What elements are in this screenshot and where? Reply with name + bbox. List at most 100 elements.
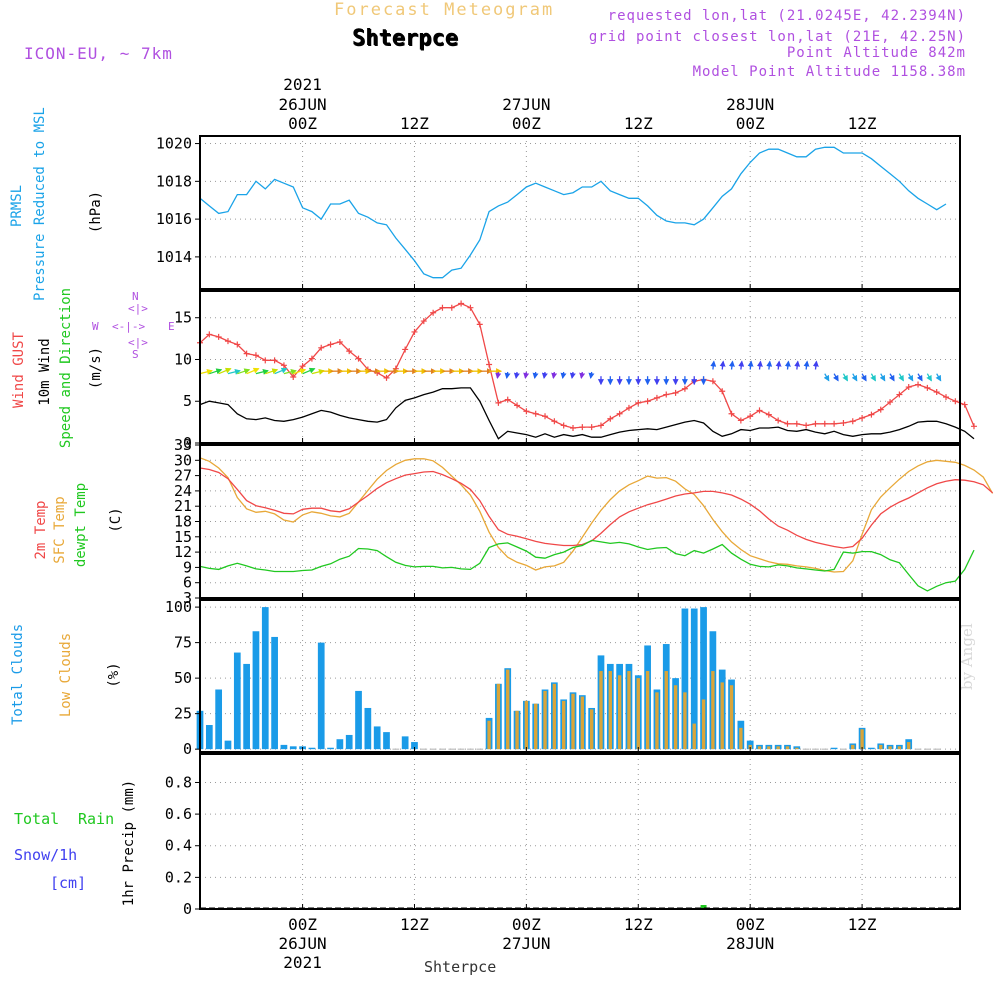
gust-marker [616, 410, 623, 417]
gust-marker [681, 385, 688, 392]
panel-frame [199, 290, 961, 444]
y-tick-label: 0 [183, 434, 192, 452]
low-cloud-bar [617, 675, 622, 750]
footer-location: Shterpce [424, 958, 497, 976]
low-cloud-bar [879, 744, 883, 750]
gust-marker [560, 422, 567, 429]
low-cloud-bar [580, 696, 585, 750]
top-axis-label: 27JUN [502, 95, 550, 114]
top-axis-label: 12Z [624, 114, 653, 133]
low-cloud-bar [562, 700, 566, 750]
total-rain-label-total: Total [14, 810, 60, 828]
wind-direction-arrow [907, 373, 914, 382]
wind-direction-arrow [265, 368, 279, 375]
wind-direction-arrow [293, 368, 307, 375]
top-axis-label: 12Z [400, 114, 429, 133]
total-cloud-bar [345, 734, 353, 750]
y-tick-label: 15 [174, 309, 192, 327]
total-cloud-bar [271, 636, 278, 750]
wind-direction-arrow [255, 368, 269, 375]
y-tick-label: 3 [183, 589, 192, 607]
y-tick-label: 1014 [156, 248, 192, 266]
gust-marker [252, 352, 259, 359]
wind-direction-arrow [302, 367, 316, 375]
wind-direction-arrow [504, 371, 511, 379]
wind-direction-arrow [851, 373, 858, 382]
snow-label: Snow/1h [14, 846, 78, 864]
y-tick-label: 0.6 [165, 805, 192, 823]
y-tick-label: 50 [174, 669, 192, 687]
gust-marker [458, 300, 465, 307]
low-cloud-bar [534, 703, 538, 750]
gust-marker [793, 420, 800, 427]
y-tick-label: 24 [174, 482, 192, 500]
gust-marker [840, 419, 847, 426]
gust-marker [234, 341, 241, 348]
y-tick-label: 5 [183, 392, 192, 410]
gust-marker [952, 398, 959, 405]
top-axis-label: 12Z [848, 114, 877, 133]
low-cloud-bar [599, 671, 603, 750]
gust-marker [625, 404, 632, 411]
panel-frame [199, 753, 961, 910]
y-tick-label: 100 [165, 598, 192, 616]
wind-direction-arrow [283, 368, 297, 375]
low-cloud-bar [543, 690, 547, 750]
y-tick-label: 25 [174, 705, 192, 723]
top-axis-label: 00Z [288, 114, 317, 133]
total-cloud-bar [243, 663, 250, 750]
rain-bar [700, 905, 707, 909]
wind-direction-arrow [246, 367, 260, 375]
total-cloud-bar [224, 740, 232, 750]
gust-marker [290, 374, 297, 381]
gust-marker [728, 410, 735, 417]
gust-marker [672, 389, 679, 396]
pressure-line [199, 146, 947, 279]
wind-direction-arrow [861, 373, 867, 382]
top-year-label: 2021 [283, 75, 322, 94]
model-altitude: Model Point Altitude 1158.38m [692, 64, 966, 80]
total-cloud-bar [261, 607, 269, 750]
wind-direction-arrow [551, 371, 558, 379]
y-tick-label: 21 [174, 497, 192, 515]
total-cloud-bar [336, 739, 344, 750]
total-cloud-bar [681, 608, 689, 750]
compass-hline: <-|-> [112, 320, 146, 333]
gust-marker [896, 391, 903, 398]
gust-marker [495, 399, 502, 406]
gust-marker [635, 399, 642, 406]
wind-direction-arrow [569, 371, 576, 379]
gust-marker [803, 422, 810, 429]
low-cloud-bar [655, 692, 659, 750]
top-axis-label: 26JUN [278, 95, 326, 114]
gust-marker [551, 418, 558, 425]
wind-direction-arrow [588, 371, 595, 379]
gust-marker [476, 321, 483, 328]
gust-marker [933, 389, 940, 396]
low-cloud-bar [907, 742, 911, 750]
wind-direction-arrow [719, 360, 726, 370]
low-cloud-bar [897, 746, 902, 750]
total-cloud-bar [355, 690, 362, 750]
wind-direction-arrow [775, 360, 782, 370]
y-tick-label: 75 [174, 634, 192, 652]
gust-marker [961, 401, 968, 408]
wind-direction-arrow [926, 373, 932, 382]
total-cloud-bar [700, 607, 707, 750]
low-cloud-bar [785, 746, 790, 750]
gust-marker [262, 357, 269, 364]
y-tick-label: 18 [174, 513, 192, 531]
y-tick-label: 0.4 [165, 837, 192, 855]
y-tick-label: 9 [183, 558, 192, 576]
gust-marker [327, 341, 334, 348]
total-cloud-bar [280, 744, 288, 750]
gust-marker [504, 396, 511, 403]
bottom-axis-label: 00Z [736, 915, 765, 934]
bottom-axis-label: 28JUN [726, 934, 774, 953]
gust-marker [271, 357, 278, 364]
gust-marker [747, 413, 754, 420]
gust-marker [383, 374, 390, 381]
point-altitude: Point Altitude 842m [786, 45, 966, 61]
low-cloud-bar [524, 700, 529, 750]
